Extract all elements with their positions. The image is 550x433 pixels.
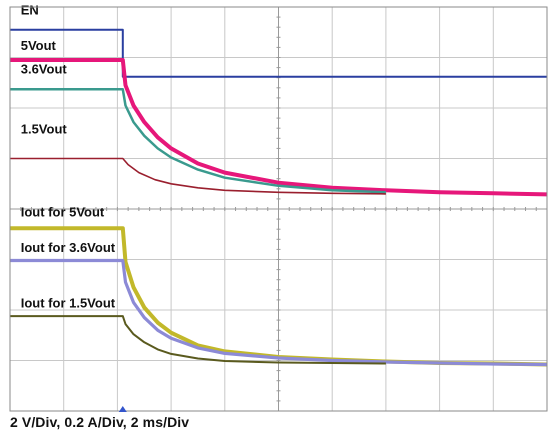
- trace-en: [10, 28, 547, 78]
- trace-3-6vout: [10, 88, 386, 194]
- trace-1-5vout: [10, 157, 386, 195]
- trace-iout-for-3-6vout: [10, 258, 548, 367]
- plot-border: [9, 6, 548, 412]
- traces: [10, 28, 548, 367]
- trace-label: Iout for 1.5Vout: [21, 295, 116, 310]
- caption: 2 V/Div, 0.2 A/Div, 2 ms/Div: [10, 414, 190, 430]
- trace-label: 3.6Vout: [21, 62, 68, 77]
- trace-label: 1.5Vout: [21, 121, 68, 136]
- trace-5vout: [10, 58, 548, 197]
- grid: [9, 6, 548, 412]
- trigger-marker-icon: [118, 406, 127, 412]
- trace-iout-for-1-5vout: [10, 315, 386, 365]
- trace-labels: EN 5Vout 3.6Vout 1.5Vout Iout for 5Vout Iout …: [21, 3, 116, 311]
- trace-label: Iout for 3.6Vout: [21, 240, 116, 255]
- trace-label: Iout for 5Vout: [21, 205, 105, 220]
- trace-label: 5Vout: [21, 38, 57, 53]
- trace-label: EN: [21, 3, 39, 18]
